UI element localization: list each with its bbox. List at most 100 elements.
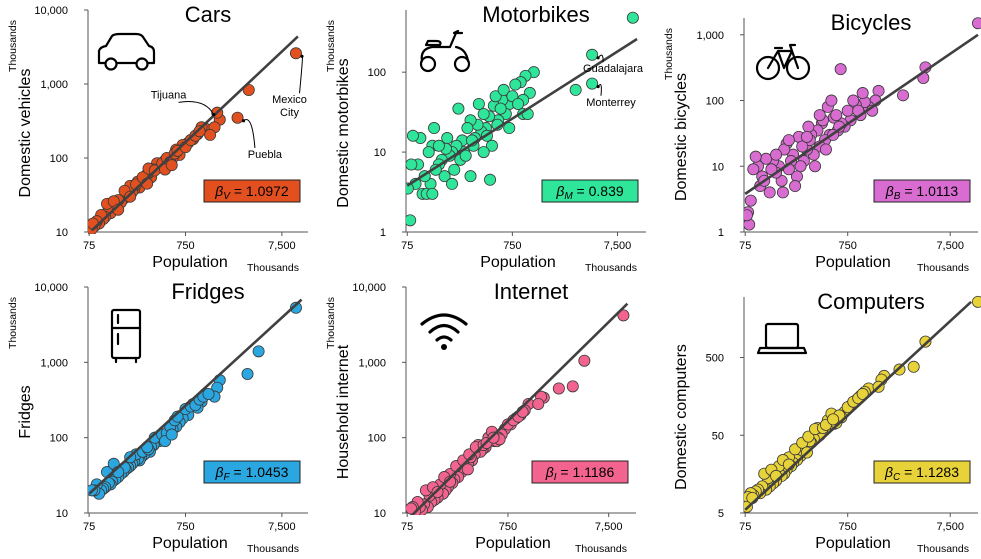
x-tick-label: 7,500 [268, 240, 296, 252]
bicycle-wheel [785, 55, 811, 81]
beta-subscript: V [223, 191, 231, 202]
y-tick-label: 1 [380, 227, 386, 239]
data-point [532, 397, 545, 410]
beta-value: = 0.839 [573, 183, 624, 199]
data-point [897, 89, 910, 102]
data-point [800, 130, 813, 143]
data-point [827, 413, 840, 426]
x-tick-label: 75 [83, 521, 95, 533]
data-point [202, 387, 215, 400]
data-point [841, 104, 854, 117]
y-tick-label: 100 [368, 67, 386, 79]
data-point [446, 177, 459, 190]
car-wheel [104, 57, 118, 71]
data-point [464, 170, 477, 183]
x-tick-label: 7,500 [604, 240, 632, 252]
chart-title: Motorbikes [482, 2, 590, 27]
x-tick-label: 750 [176, 521, 194, 533]
scooter-wheel [419, 55, 437, 73]
wifi-arc [420, 313, 468, 326]
beta-box: βV = 1.0972 [203, 179, 301, 203]
y-axis-label: Domestic computers [673, 344, 690, 490]
beta-box-bg [203, 460, 301, 484]
bicycle-icon [755, 43, 811, 81]
data-point [204, 128, 217, 141]
x-axis-label: Population [475, 535, 551, 552]
x-tick-label: 75 [83, 240, 95, 252]
data-point [422, 146, 435, 159]
data-point [847, 94, 860, 107]
data-point [406, 502, 418, 515]
annotation-arrowhead [596, 84, 600, 89]
data-point [907, 360, 920, 373]
data-point [241, 368, 254, 381]
annotation: Tijuana [151, 89, 216, 117]
data-point [566, 380, 579, 393]
x-tick-label: 750 [839, 521, 857, 533]
data-point [124, 190, 137, 203]
fridge-body [110, 308, 142, 360]
laptop-icon [756, 322, 808, 355]
data-point [489, 90, 502, 103]
car-icon [97, 32, 156, 71]
beta-value: = 1.0972 [230, 183, 289, 199]
annotation-label: City [280, 107, 299, 119]
x-axis-label: Population [152, 254, 228, 271]
y-axis-label: Domestic motorbikes [335, 58, 352, 207]
data-point [461, 463, 474, 476]
beta-symbol: β [214, 183, 223, 199]
data-point [252, 345, 265, 358]
beta-subscript: B [894, 191, 901, 202]
x-axis-unit: Thousands [917, 543, 969, 555]
data-point [472, 97, 485, 110]
y-axis-unit: Thousands [325, 20, 337, 72]
y-tick-label: 10 [56, 508, 68, 520]
x-tick-label: 75 [401, 240, 413, 252]
scooter-seat [424, 39, 442, 47]
beta-symbol: β [555, 183, 564, 199]
data-point [586, 48, 599, 61]
data-point [626, 11, 639, 24]
data-point [809, 160, 822, 173]
annotation-arrowhead [241, 119, 246, 123]
data-point [744, 194, 757, 207]
y-tick-label: 1,000 [40, 357, 68, 369]
annotation-arrowhead [212, 113, 216, 117]
data-point [461, 122, 474, 135]
data-point [802, 120, 815, 133]
x-tick-label: 7,500 [936, 521, 964, 533]
y-tick-label: 1,000 [696, 30, 724, 42]
data-point [165, 428, 178, 441]
y-axis-label: Domestic vehicles [17, 69, 34, 198]
beta-box-bg [873, 179, 971, 203]
data-point [448, 163, 461, 176]
beta-value: = 1.0113 [900, 183, 958, 199]
data-point [578, 354, 591, 367]
chart-title: Computers [817, 289, 925, 314]
data-point [856, 387, 869, 400]
data-point [834, 63, 847, 76]
beta-symbol: β [215, 464, 224, 480]
x-tick-label: 750 [176, 240, 194, 252]
beta-box-bg [531, 460, 629, 484]
chart-panel-bicycles: 1 10 100 1,000 75 750 7,500 Population Thousands… [663, 10, 981, 274]
y-tick-label: 100 [50, 433, 68, 445]
y-tick-label: 500 [706, 353, 724, 365]
beta-subscript: F [224, 472, 231, 483]
data-point [406, 129, 419, 142]
data-point [825, 94, 838, 107]
wifi-arc [435, 335, 453, 342]
data-point [231, 111, 244, 124]
data-point [802, 430, 815, 443]
annotation-arrowhead [596, 56, 600, 60]
scooter-wheel [453, 55, 471, 73]
beta-label: βM = 0.839 [555, 183, 624, 202]
data-point [459, 149, 472, 162]
beta-box: βI = 1.1186 [531, 460, 629, 484]
x-tick-label: 750 [839, 240, 857, 252]
beta-subscript: I [554, 472, 557, 483]
chart-panel-fridges: 10 100 1,000 10,000 75 750 7,500 Population Thou… [7, 279, 308, 555]
beta-subscript: M [564, 191, 573, 202]
x-tick-label: 7,500 [268, 521, 296, 533]
chart-panel-internet: 10 100 1,000 10,000 75 750 7,500 Population Thou… [325, 279, 636, 555]
